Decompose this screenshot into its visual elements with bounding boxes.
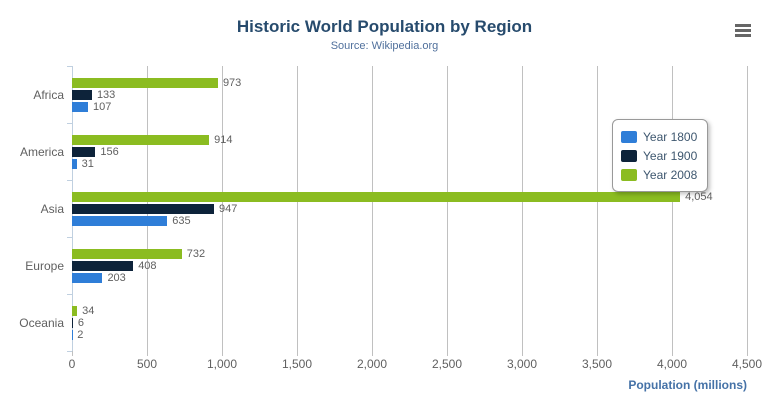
bar-africa-year-1800[interactable] <box>72 101 89 112</box>
hamburger-bar <box>735 28 751 32</box>
gridline <box>297 66 298 351</box>
x-axis-tick <box>522 351 523 356</box>
bar-america-year-2008[interactable] <box>72 134 210 145</box>
bar-oceania-year-1900[interactable] <box>72 317 73 328</box>
x-axis-tick-label: 2,000 <box>356 357 388 371</box>
bar-asia-year-1800[interactable] <box>72 215 168 226</box>
category-axis-tick <box>67 294 72 295</box>
gridline <box>522 66 523 351</box>
bar-value-label: 133 <box>96 88 116 101</box>
gridline <box>447 66 448 351</box>
legend-label: Year 1900 <box>643 148 698 163</box>
x-axis-tick <box>447 351 448 356</box>
category-label: Africa <box>33 87 64 102</box>
x-axis-tick <box>597 351 598 356</box>
bar-america-year-1800[interactable] <box>72 158 77 169</box>
bar-value-label: 973 <box>222 76 242 89</box>
gridline <box>747 66 748 351</box>
bar-value-label: 107 <box>93 100 112 113</box>
legend-label: Year 2008 <box>643 167 698 182</box>
bar-value-label: 914 <box>214 133 233 146</box>
category-label: Asia <box>40 201 64 216</box>
bar-value-label: 34 <box>82 304 95 317</box>
x-axis-tick-label: 4,500 <box>731 357 763 371</box>
bar-value-label: 732 <box>186 247 206 260</box>
bar-value-label: 6 <box>77 316 85 329</box>
x-axis-tick-label: 500 <box>136 357 158 371</box>
bar-asia-year-1900[interactable] <box>72 203 215 214</box>
legend-item-year-1800[interactable]: Year 1800 <box>621 127 697 146</box>
bar-africa-year-1900[interactable] <box>72 89 92 100</box>
legend-symbol <box>621 130 637 143</box>
category-axis-tick <box>67 180 72 181</box>
x-axis-title: Population (millions) <box>628 378 747 392</box>
x-axis-tick-label: 2,500 <box>431 357 463 371</box>
category-axis-tick <box>67 351 72 352</box>
bar-europe-year-1900[interactable] <box>72 260 134 271</box>
bar-value-label: 2 <box>77 328 84 341</box>
bar-africa-year-2008[interactable] <box>72 77 218 88</box>
bar-value-label: 156 <box>100 145 119 158</box>
bar-value-label: 4,054 <box>685 190 713 203</box>
legend-item-year-1900[interactable]: Year 1900 <box>621 146 697 165</box>
x-axis-tick-label: 0 <box>68 357 76 371</box>
gridline <box>372 66 373 351</box>
category-axis-tick <box>67 123 72 124</box>
bar-value-label: 635 <box>172 214 191 227</box>
gridline <box>672 66 673 351</box>
gridline <box>222 66 223 351</box>
hamburger-bar <box>735 23 751 27</box>
x-axis-tick-label: 1,500 <box>281 357 313 371</box>
category-label: Europe <box>25 258 64 273</box>
bar-europe-year-2008[interactable] <box>72 248 182 259</box>
chart-title: Historic World Population by Region <box>236 17 533 36</box>
bar-europe-year-1800[interactable] <box>72 272 103 283</box>
x-axis-tick <box>72 351 73 356</box>
legend-label: Year 1800 <box>643 129 698 144</box>
x-axis-tick <box>222 351 223 356</box>
x-axis-tick <box>147 351 148 356</box>
chart-subtitle: Source: Wikipedia.org <box>330 40 439 52</box>
bar-value-label: 203 <box>107 271 126 284</box>
bar-asia-year-2008[interactable] <box>72 191 681 202</box>
bar-america-year-1900[interactable] <box>72 146 96 157</box>
x-axis-tick-label: 3,500 <box>581 357 613 371</box>
hamburger-bar <box>735 33 751 37</box>
category-axis-tick <box>67 237 72 238</box>
legend-symbol <box>621 168 637 181</box>
x-axis-tick <box>372 351 373 356</box>
category-axis-tick <box>67 66 72 67</box>
category-label: Oceania <box>19 315 64 330</box>
x-axis-tick <box>672 351 673 356</box>
category-label: America <box>19 144 64 159</box>
x-axis-tick <box>747 351 748 356</box>
x-axis-tick-label: 1,000 <box>206 357 238 371</box>
legend-symbol <box>621 149 637 162</box>
x-axis-tick-label: 3,000 <box>506 357 538 371</box>
x-axis-tick-label: 4,000 <box>656 357 688 371</box>
hamburger-menu-icon[interactable] <box>732 21 754 39</box>
x-axis-tick <box>297 351 298 356</box>
legend: Year 1800 Year 1900 Year 2008 <box>612 119 709 192</box>
gridline <box>597 66 598 351</box>
bar-value-label: 31 <box>81 157 94 170</box>
bar-oceania-year-2008[interactable] <box>72 305 78 316</box>
bar-value-label: 408 <box>138 259 157 272</box>
bar-value-label: 947 <box>219 202 238 215</box>
bar-oceania-year-1800[interactable] <box>72 329 73 340</box>
legend-item-year-2008[interactable]: Year 2008 <box>621 165 697 184</box>
